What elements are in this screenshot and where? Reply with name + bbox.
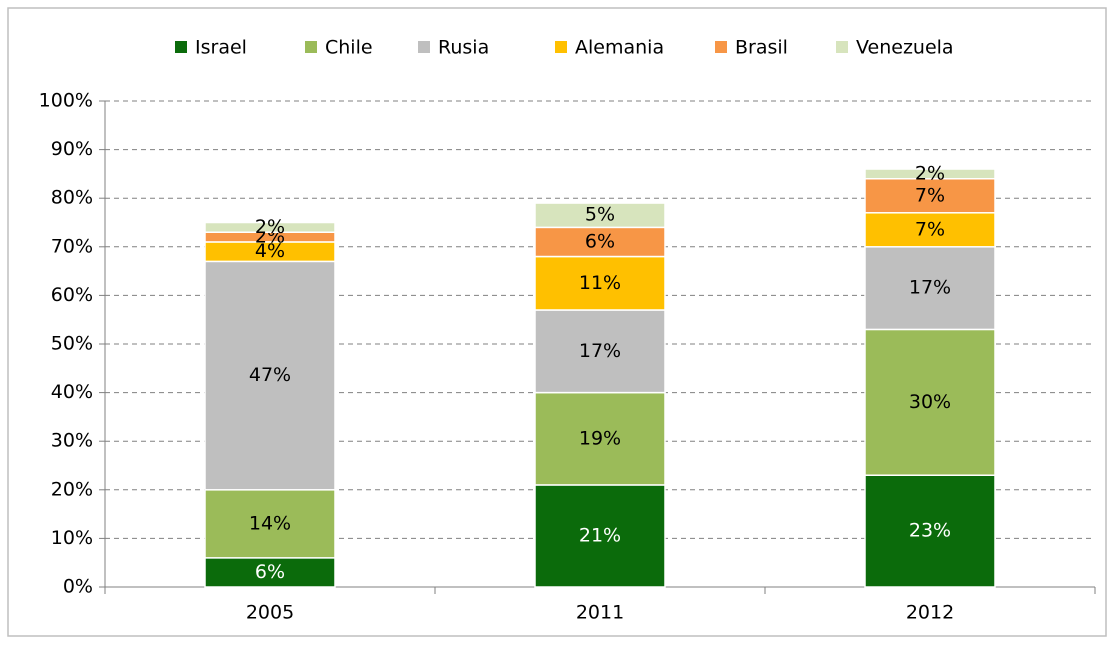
bar-segment — [864, 246, 996, 331]
legend-label: Israel — [195, 37, 247, 59]
bar-segment — [534, 255, 666, 311]
y-tick-label: 20% — [51, 478, 93, 500]
data-label: 7% — [915, 218, 945, 240]
bar-segment — [534, 202, 666, 229]
y-tick-label: 60% — [51, 284, 93, 306]
data-label: 5% — [585, 204, 615, 226]
data-label: 11% — [579, 272, 621, 294]
data-label: 30% — [909, 391, 951, 413]
legend-label: Alemania — [575, 37, 664, 59]
y-tick-label: 30% — [51, 430, 93, 452]
data-label: 47% — [249, 364, 291, 386]
bar-segment — [534, 226, 666, 258]
x-tick-label: 2005 — [246, 602, 294, 624]
legend-swatch — [305, 41, 317, 53]
legend-label: Brasil — [735, 37, 788, 59]
bar-segment — [864, 328, 996, 476]
bar-segment — [204, 557, 336, 588]
y-tick-label: 0% — [63, 576, 93, 598]
data-label: 6% — [585, 230, 615, 252]
data-label: 14% — [249, 512, 291, 534]
legend-label: Venezuela — [856, 37, 954, 59]
legend-swatch — [418, 41, 430, 53]
data-label: 6% — [255, 561, 285, 583]
y-tick-label: 50% — [51, 333, 93, 355]
y-tick-label: 40% — [51, 381, 93, 403]
bar-segment — [204, 221, 336, 233]
bar-segment — [204, 260, 336, 491]
legend-swatch — [715, 41, 727, 53]
data-label: 17% — [909, 277, 951, 299]
data-label: 19% — [579, 427, 621, 449]
data-label: 2% — [255, 216, 285, 238]
bar-segment — [864, 168, 996, 180]
data-label: 2% — [915, 162, 945, 184]
bar-segment — [864, 474, 996, 588]
bar-segment — [864, 178, 996, 214]
legend-swatch — [175, 41, 187, 53]
legend-label: Rusia — [438, 37, 489, 59]
data-label: 23% — [909, 520, 951, 542]
x-tick-label: 2011 — [576, 602, 624, 624]
y-tick-label: 100% — [39, 90, 93, 112]
y-tick-label: 10% — [51, 527, 93, 549]
data-label: 21% — [579, 524, 621, 546]
y-tick-label: 90% — [51, 138, 93, 160]
data-label: 17% — [579, 340, 621, 362]
bar-segment — [534, 309, 666, 394]
data-label: 7% — [915, 184, 945, 206]
legend-swatch — [555, 41, 567, 53]
bar-segment — [534, 391, 666, 486]
y-tick-label: 70% — [51, 235, 93, 257]
bar-segment — [204, 489, 336, 559]
legend-label: Chile — [325, 37, 373, 59]
y-tick-label: 80% — [51, 187, 93, 209]
data-label: 4% — [255, 240, 285, 262]
bar-segment — [534, 484, 666, 588]
legend-swatch — [836, 41, 848, 53]
x-tick-label: 2012 — [906, 602, 954, 624]
